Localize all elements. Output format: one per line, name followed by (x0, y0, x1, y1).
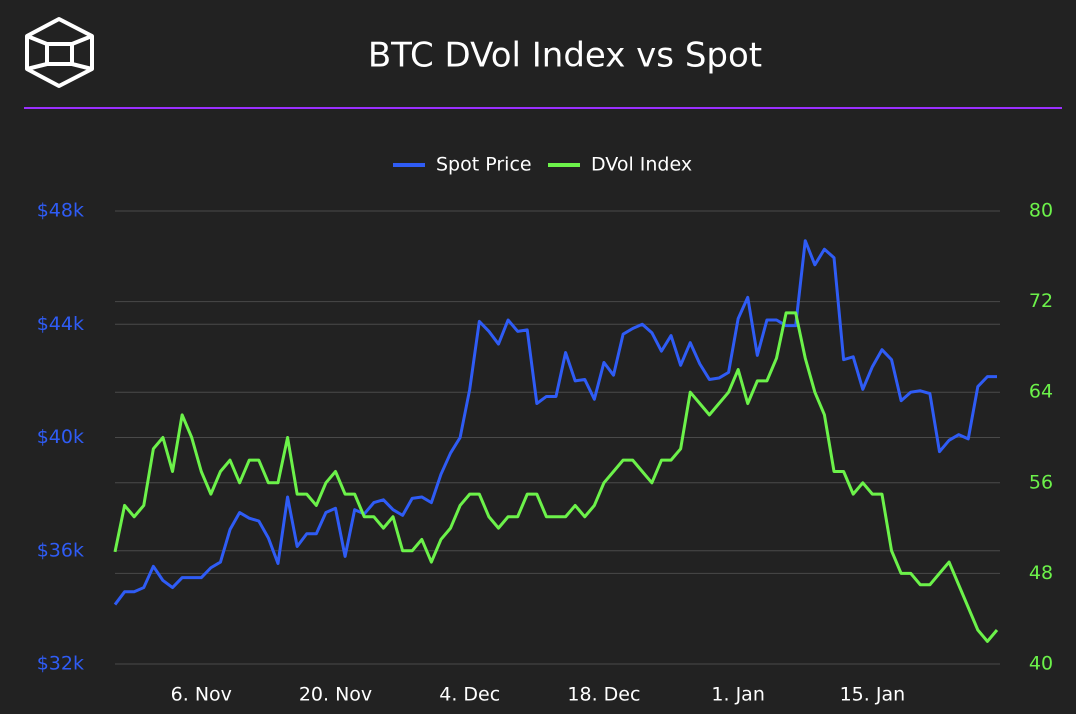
legend-label: DVol Index (591, 154, 692, 176)
y2-tick-label: 72 (1029, 290, 1053, 312)
x-tick-label: 6. Nov (171, 684, 232, 706)
legend-label: Spot Price (436, 154, 532, 176)
series-line (113, 239, 997, 606)
y-tick-label: $48k (37, 200, 84, 222)
y2-tick-label: 48 (1029, 562, 1053, 584)
y2-tick-label: 56 (1029, 471, 1053, 493)
y2-tick-label: 40 (1029, 653, 1053, 675)
logo (25, 17, 94, 88)
series-line (113, 311, 999, 643)
x-tick-label: 20. Nov (299, 684, 372, 706)
y-tick-label: $40k (37, 426, 84, 448)
y-tick-label: $32k (37, 653, 84, 675)
x-tick-label: 1. Jan (711, 684, 764, 706)
y-tick-label: $36k (37, 539, 84, 561)
x-tick-label: 18. Dec (567, 684, 640, 706)
y2-tick-label: 64 (1029, 381, 1053, 403)
y2-tick-label: 80 (1029, 200, 1053, 222)
x-tick-label: 4. Dec (439, 684, 500, 706)
y-tick-label: $44k (37, 313, 84, 335)
x-tick-label: 15. Jan (840, 684, 906, 706)
chart-title: BTC DVol Index vs Spot (368, 36, 762, 76)
